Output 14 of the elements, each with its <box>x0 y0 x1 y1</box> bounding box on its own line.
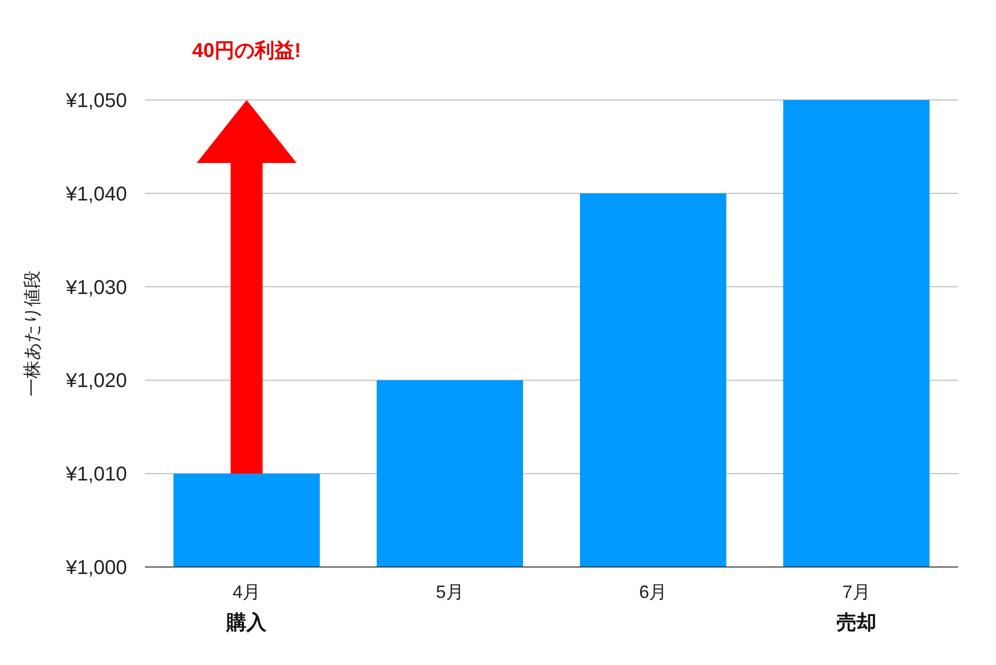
text: 40円の利益! <box>192 39 302 62</box>
y-tick-label: ¥1,000 <box>64 557 127 579</box>
text: 購入 <box>226 611 268 634</box>
y-tick-label: ¥1,010 <box>64 464 127 486</box>
y-axis-title: 一株あたり値段 <box>22 270 42 396</box>
text: 売却 <box>836 612 876 634</box>
y-tick-label: ¥1,050 <box>64 90 127 112</box>
y-tick-label: ¥1,040 <box>64 183 127 206</box>
x-tick-label: 5月 <box>436 582 464 602</box>
x-tick-label: 7月 <box>842 582 870 602</box>
y-tick-label: ¥1,030 <box>64 276 127 299</box>
x-tick-label: 4月 <box>232 582 261 602</box>
x-tick-label: 6月 <box>639 582 668 602</box>
y-tick-label: ¥1,020 <box>64 370 127 392</box>
